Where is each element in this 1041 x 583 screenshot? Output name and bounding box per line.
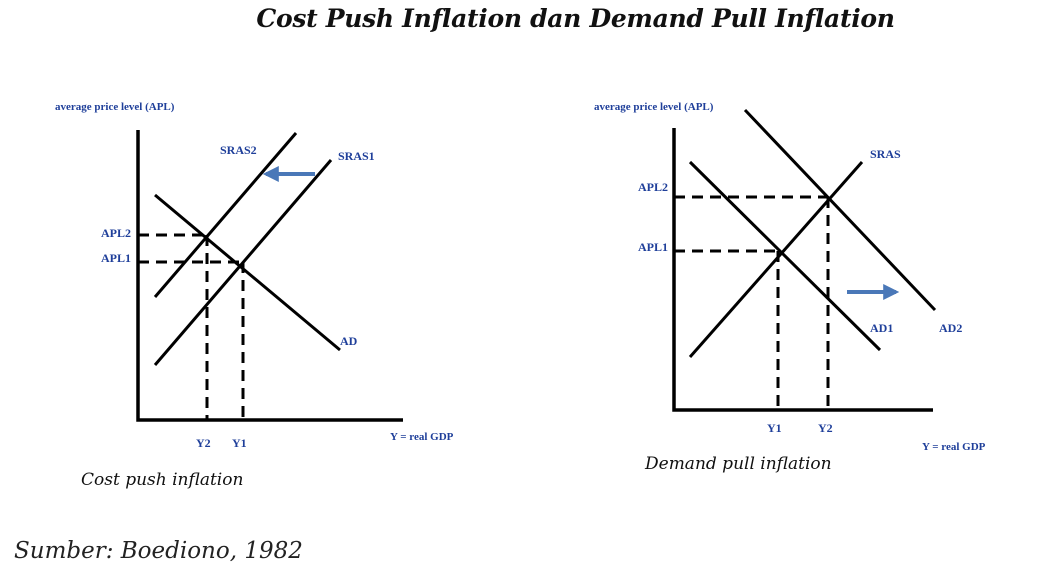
right-axes: [672, 128, 933, 412]
right-apl2-label: APL2: [638, 180, 668, 194]
left-x-axis-label: Y = real GDP: [390, 431, 454, 443]
right-y-axis-label: average price level (APL): [594, 101, 714, 113]
right-y2-label: Y2: [818, 421, 833, 435]
sras1-label: SRAS1: [338, 149, 375, 163]
right-caption: Demand pull inflation: [644, 454, 832, 474]
sras-curve: [688, 161, 864, 358]
sras2-label: SRAS2: [220, 143, 257, 157]
source-citation: Sumber: Boediono, 1982: [14, 538, 303, 564]
apl1-label: APL1: [101, 251, 131, 265]
ad2-curve: [743, 108, 937, 312]
ad1-label: AD1: [870, 321, 893, 335]
left-caption: Cost push inflation: [81, 470, 243, 490]
y2-label: Y2: [196, 436, 211, 450]
demand-pull-diagram: average price level (APL) Y = real GDP S…: [594, 101, 986, 474]
cost-push-diagram: average price level (APL) Y = real GDP S…: [55, 101, 454, 490]
right-apl1-label: APL1: [638, 240, 668, 254]
apl2-label: APL2: [101, 226, 131, 240]
y1-label: Y1: [232, 436, 247, 450]
ad1-curve: [688, 160, 882, 352]
page-title: Cost Push Inflation dan Demand Pull Infl…: [256, 4, 895, 33]
right-y1-label: Y1: [767, 421, 782, 435]
left-y-axis-label: average price level (APL): [55, 101, 175, 113]
ad2-label: AD2: [939, 321, 962, 335]
left-axes: [136, 130, 403, 422]
ad-curve: [154, 193, 341, 352]
right-x-axis-label: Y = real GDP: [922, 441, 986, 453]
sras-label: SRAS: [870, 147, 901, 161]
ad-label: AD: [340, 334, 358, 348]
sras2-curve: [153, 132, 298, 298]
